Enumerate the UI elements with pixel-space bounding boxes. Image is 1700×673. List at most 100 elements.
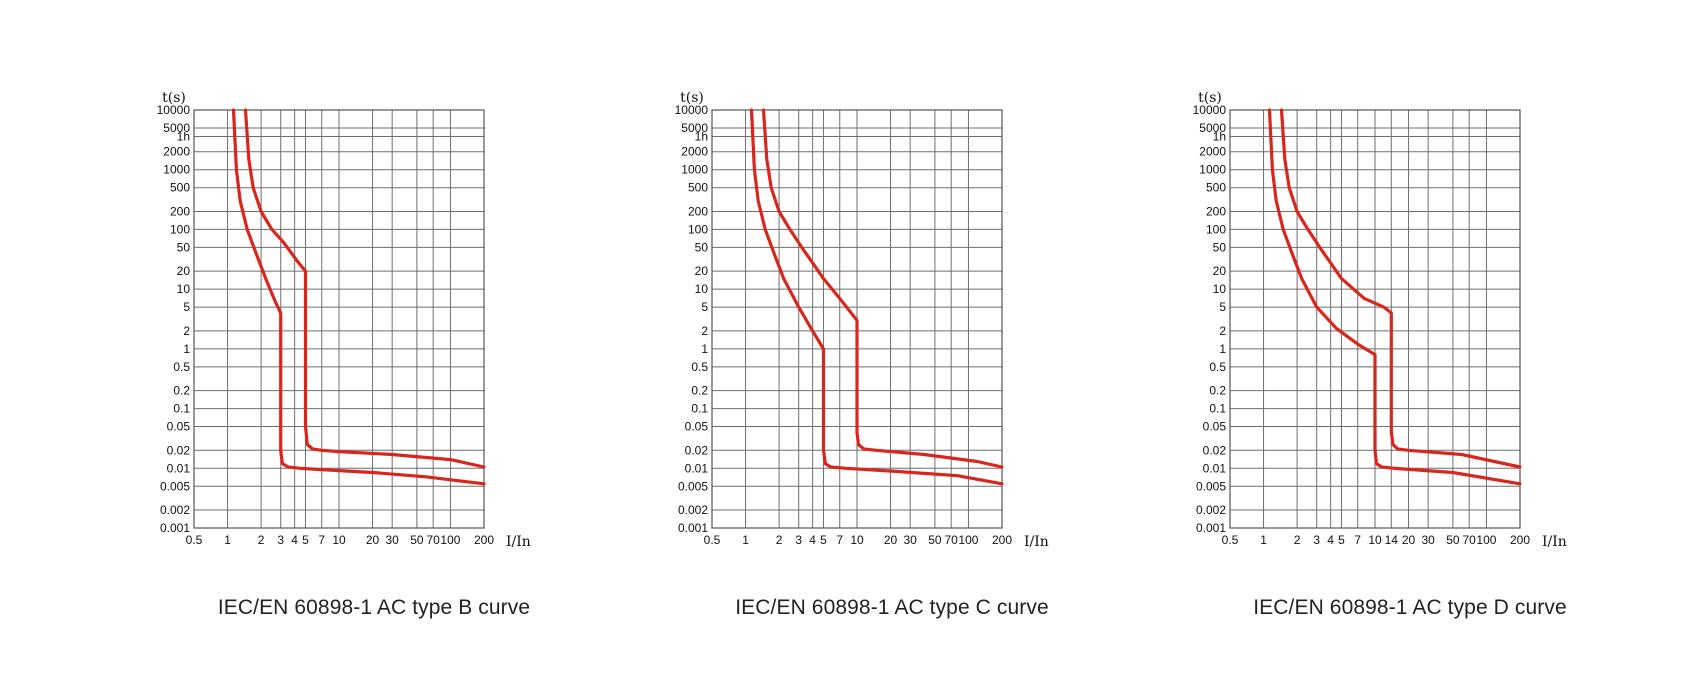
y-tick-label: 500	[1206, 181, 1226, 195]
y-tick-label: 5000	[681, 121, 708, 135]
x-axis-title: I/In	[1542, 534, 1567, 550]
y-tick-label: 0.002	[1196, 503, 1226, 517]
y-tick-label: 5	[183, 300, 190, 314]
y-axis-title: t(s)	[1198, 90, 1222, 106]
x-tick-label: 70	[1463, 533, 1477, 547]
y-tick-label: 10	[695, 282, 709, 296]
x-tick-label: 2	[1294, 533, 1301, 547]
chart-panel-c: 0.5 1 2 3 4 5 7 10 20 30 50 70 100 200 10000 5000 1h 2000…	[612, 0, 1172, 673]
y-tick-label: 50	[695, 240, 709, 254]
x-tick-label: 4	[291, 533, 298, 547]
y-tick-label: 0.1	[1209, 402, 1226, 416]
y-tick-label: 2000	[681, 145, 708, 159]
y-tick-label: 0.005	[160, 479, 190, 493]
x-tick-label: 50	[928, 533, 942, 547]
trip-curve-lower	[1267, 108, 1522, 486]
x-tick-label: 5	[1338, 533, 1345, 547]
y-tick-label: 0.01	[1203, 461, 1227, 475]
trip-curve-upper	[243, 108, 486, 469]
y-tick-label: 0.05	[167, 420, 191, 434]
y-tick-label: 5000	[163, 121, 190, 135]
chart-d-plot: 0.5 1 2 3 4 5 7 10 14 20 30 50 70 100 2001000050001h20…	[1193, 90, 1567, 550]
x-tick-label: 200	[992, 533, 1012, 547]
y-tick-label: 0.5	[173, 360, 190, 374]
y-tick-label: 1000	[681, 163, 708, 177]
y-tick-label: 2	[701, 324, 708, 338]
y-tick-label: 0.002	[160, 503, 190, 517]
y-tick-label: 100	[1206, 222, 1226, 236]
x-tick-label: 2	[776, 533, 783, 547]
chart-b-title: IEC/EN 60898-1 AC type B curve	[217, 596, 531, 619]
y-tick-label: 0.01	[167, 461, 191, 475]
y-tick-label: 100	[170, 222, 190, 236]
x-axis-title: I/In	[506, 534, 531, 550]
y-tick-label: 50	[1213, 240, 1227, 254]
y-tick-label: 2000	[1199, 145, 1226, 159]
x-tick-label: 1	[224, 533, 231, 547]
y-tick-label: 0.005	[1196, 479, 1226, 493]
x-tick-label: 3	[277, 533, 284, 547]
x-tick-label: 2	[258, 533, 265, 547]
y-tick-label: 10000	[675, 103, 709, 117]
y-tick-label: 1h	[177, 129, 190, 143]
plot-frame	[1229, 109, 1521, 529]
trip-curve-upper	[1279, 108, 1522, 469]
x-tick-label: 4	[809, 533, 816, 547]
x-tick-label: 20	[884, 533, 898, 547]
x-tick-label: 50	[1446, 533, 1460, 547]
y-tick-label: 0.02	[167, 443, 191, 457]
y-tick-label: 10	[1213, 282, 1227, 296]
y-tick-label: 5	[701, 300, 708, 314]
x-tick-label: 14	[1385, 533, 1399, 547]
x-tick-label: 5	[302, 533, 309, 547]
y-tick-label: 0.2	[691, 384, 708, 398]
x-tick-label: 30	[903, 533, 917, 547]
y-tick-label: 0.05	[1203, 420, 1227, 434]
chart-panel-b: 0.5 1 2 3 4 5 7 10 20 30 50 70 100 200 10000 5000 1h 2000…	[94, 0, 654, 673]
x-tick-label: 70	[945, 533, 959, 547]
x-tick-label: 10	[332, 533, 346, 547]
chart-d-title: IEC/EN 60898-1 AC type D curve	[1253, 596, 1567, 619]
y-tick-label: 0.5	[691, 360, 708, 374]
y-tick-label: 1h	[695, 129, 708, 143]
y-tick-label: 1h	[1213, 129, 1226, 143]
y-tick-label: 1000	[1199, 163, 1226, 177]
x-tick-label: 7	[836, 533, 843, 547]
y-tick-label: 100	[688, 222, 708, 236]
chart-c-title: IEC/EN 60898-1 AC type C curve	[735, 596, 1049, 619]
plot-frame	[711, 109, 1003, 529]
x-tick-label: 5	[820, 533, 827, 547]
x-tick-label: 50	[410, 533, 424, 547]
x-tick-label: 200	[1510, 533, 1530, 547]
y-tick-label: 5	[1219, 300, 1226, 314]
y-axis-title: t(s)	[680, 90, 704, 106]
chart-panel-d: 0.5 1 2 3 4 5 7 10 14 20 30 50 70 100 200 10000 5000 1h 20…	[1130, 0, 1690, 673]
y-tick-label: 2	[183, 324, 190, 338]
x-tick-label: 0.5	[1222, 533, 1239, 547]
y-tick-label: 0.001	[1196, 521, 1226, 535]
trip-curve-upper	[761, 108, 1004, 469]
x-tick-label: 3	[795, 533, 802, 547]
y-tick-label: 10	[177, 282, 191, 296]
x-tick-label: 1	[742, 533, 749, 547]
y-tick-label: 1	[183, 342, 190, 356]
trip-curve-lower	[749, 108, 1004, 486]
plot-frame	[193, 109, 485, 529]
y-tick-label: 0.05	[685, 420, 709, 434]
trip-curve-lower	[231, 108, 486, 486]
y-tick-label: 0.001	[160, 521, 190, 535]
y-tick-label: 200	[688, 204, 708, 218]
y-tick-label: 200	[1206, 204, 1226, 218]
y-tick-label: 5000	[1199, 121, 1226, 135]
x-tick-label: 200	[474, 533, 494, 547]
x-tick-label: 30	[1421, 533, 1435, 547]
y-tick-label: 2	[1219, 324, 1226, 338]
y-tick-label: 2000	[163, 145, 190, 159]
y-tick-label: 0.002	[678, 503, 708, 517]
y-tick-label: 1	[701, 342, 708, 356]
x-tick-label: 7	[1354, 533, 1361, 547]
y-tick-label: 20	[177, 264, 191, 278]
y-tick-label: 0.02	[685, 443, 709, 457]
x-tick-label: 100	[958, 533, 978, 547]
y-tick-label: 1000	[163, 163, 190, 177]
